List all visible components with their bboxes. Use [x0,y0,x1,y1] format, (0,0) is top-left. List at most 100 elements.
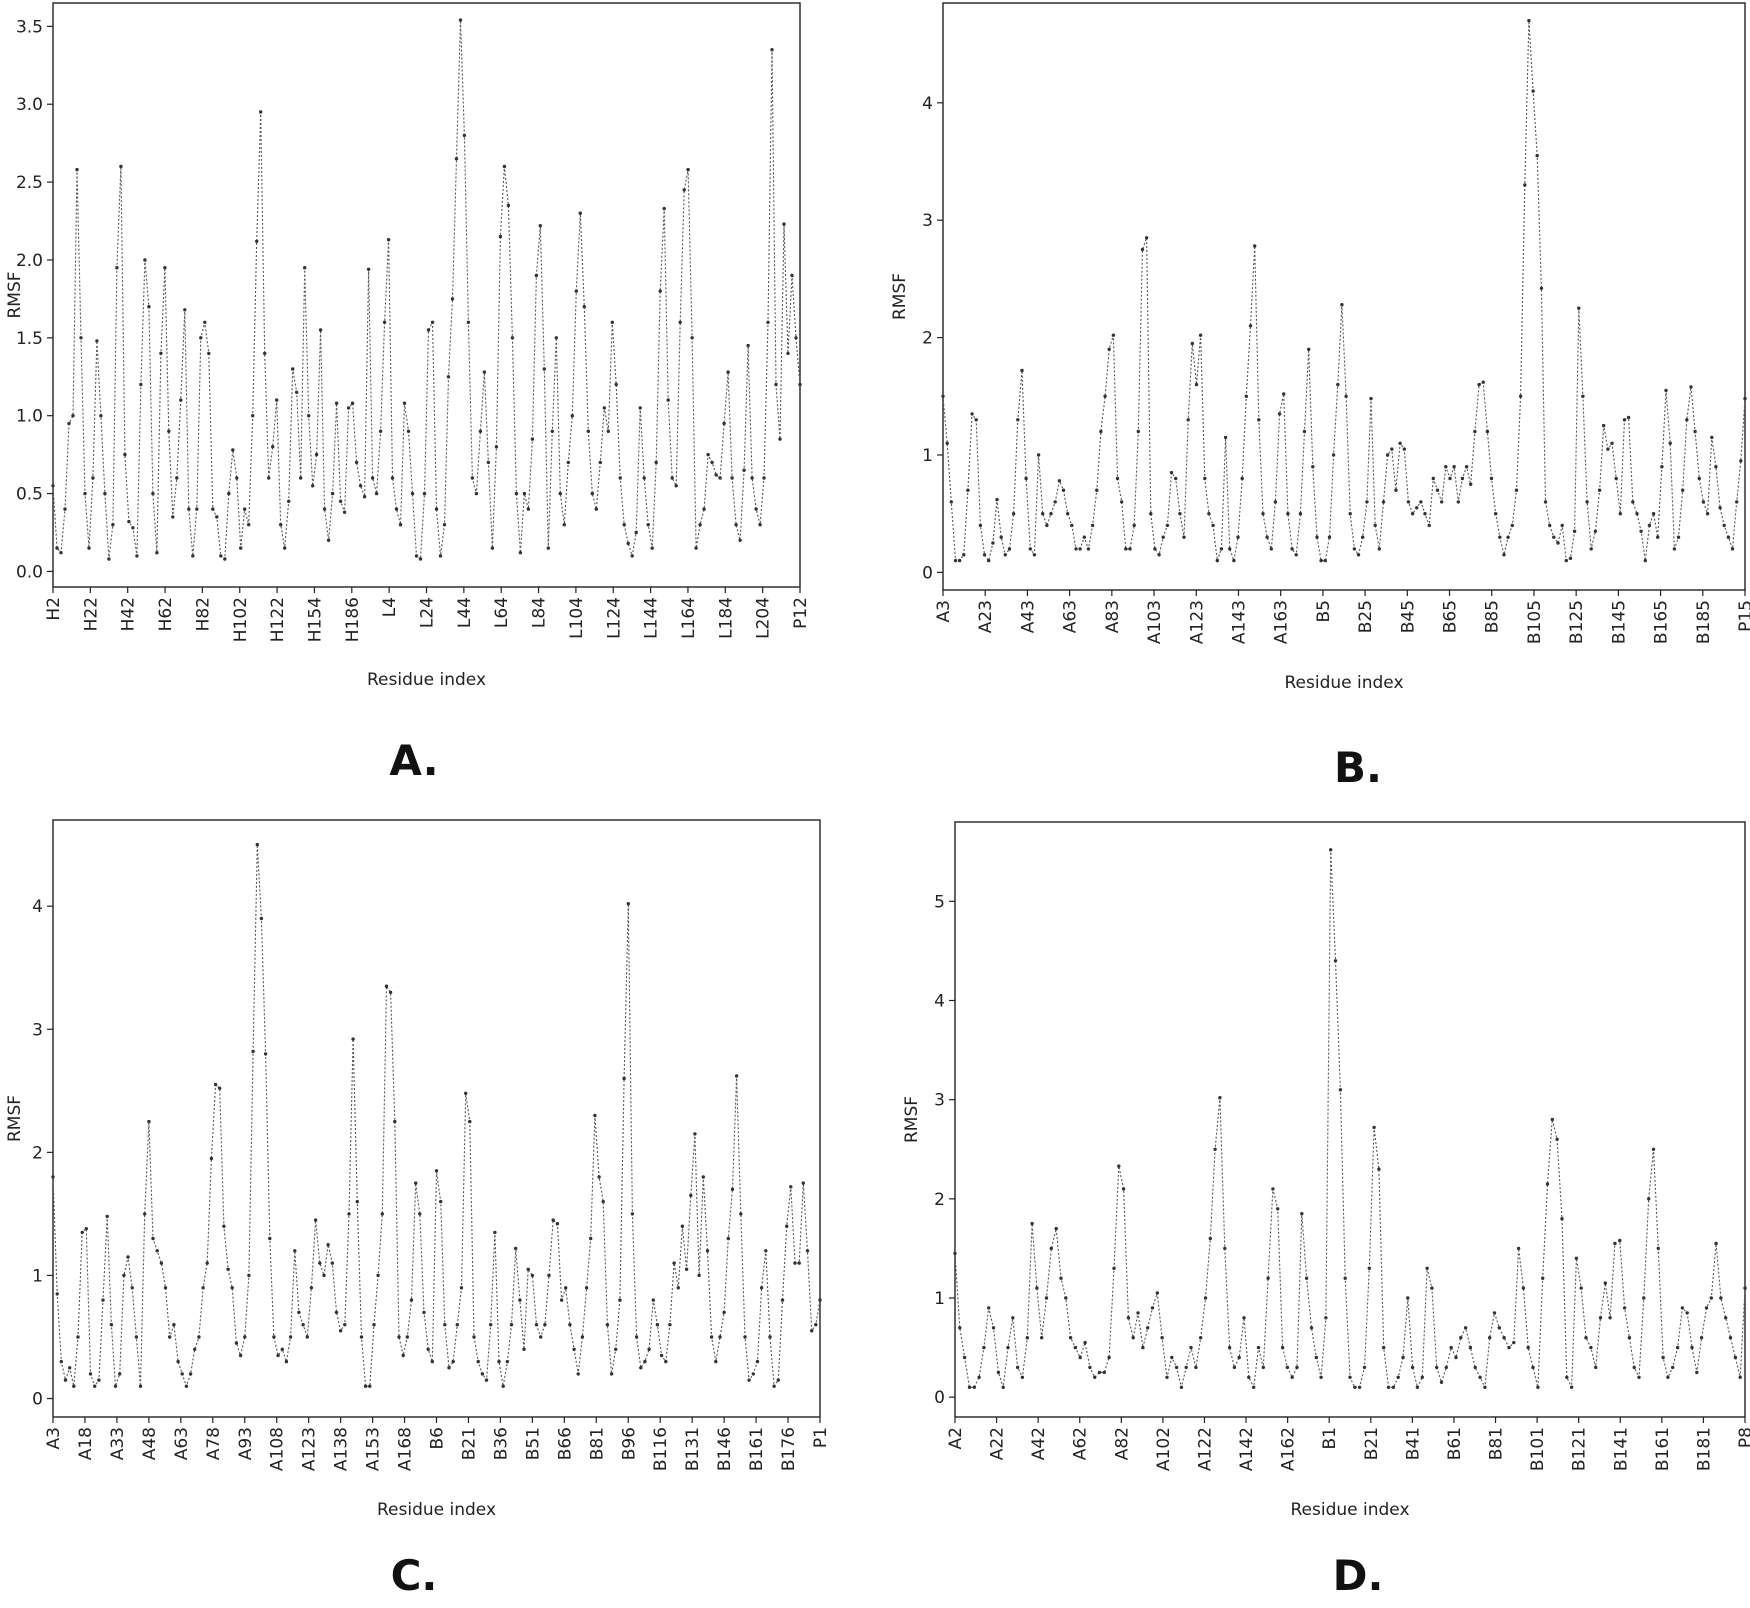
data-point [1564,558,1569,563]
data-point [414,1181,418,1185]
data-point [1244,394,1249,398]
data-point [991,1326,996,1330]
data-point [1598,1316,1603,1320]
data-point [747,1378,751,1382]
data-point [288,1335,293,1339]
data-point [426,328,431,332]
data-point [1068,1336,1073,1340]
data-point [1401,1355,1405,1360]
data-point [578,211,582,215]
data-point [1681,488,1685,492]
data-point [614,1347,618,1352]
data-point [279,523,283,527]
plot-frame [942,2,1746,591]
data-point [1560,523,1564,528]
x-tick-label: B161 [747,1427,767,1471]
data-point [764,1249,768,1253]
data-point [659,1353,664,1358]
data-point [1300,1212,1304,1216]
data-point [1128,547,1132,551]
data-point [662,206,666,211]
data-point [1141,1345,1145,1350]
data-point [668,1323,672,1327]
data-point [1485,429,1490,434]
data-point [55,1292,59,1296]
data-point [1165,523,1170,528]
data-point [1709,1296,1714,1300]
data-point [1097,1370,1102,1375]
data-point [1277,412,1282,416]
data-point [818,1298,822,1302]
data-point [1377,1167,1381,1171]
data-point [709,1335,714,1339]
x-tick-label: A42 [1029,1427,1049,1460]
data-point [1203,476,1207,481]
data-point [1178,512,1182,516]
x-tick-label: H122 [268,597,288,642]
data-point [550,429,554,433]
data-point [434,1169,439,1173]
chart-panel-1: 0.0 0.5 1.0 1.5 2.0 2.5 3.0 3.5 H2 H22 H42 H62 H82 H1… [5,2,811,785]
data-point [1427,523,1431,528]
data-point [187,507,191,511]
rmsf-series-line [942,20,1746,563]
data-point [462,133,467,138]
x-tick-label: B176 [779,1427,799,1471]
data-point [574,289,578,293]
data-point [1593,529,1598,533]
data-point [334,401,339,405]
data-point [215,515,219,519]
data-point [446,375,451,379]
x-tick-label: L24 [418,597,438,628]
data-point [193,1347,197,1352]
data-point [814,1323,818,1327]
x-tick-label: B81 [1487,1427,1507,1460]
data-point [466,320,471,324]
data-point [584,1286,589,1290]
data-point [1169,470,1174,475]
data-point [772,1384,776,1388]
data-point [1093,1375,1097,1380]
data-point [1390,447,1394,451]
x-tick-label: A162 [1279,1427,1299,1471]
data-point [790,273,794,278]
data-point [1020,1375,1025,1380]
data-point [1743,1286,1747,1290]
data-point [1394,488,1398,492]
data-point [59,551,63,555]
data-point [1020,368,1024,373]
y-tick-label: 1.0 [16,407,43,427]
data-point [1107,347,1111,351]
data-point [1373,523,1377,528]
data-point [1449,1345,1453,1350]
data-point [689,1193,693,1198]
data-point [1302,429,1307,434]
data-point [1165,1375,1169,1380]
data-point [1594,1365,1598,1370]
x-tick-label: A3 [44,1427,64,1449]
data-point [651,1298,655,1302]
data-point [84,1227,89,1231]
data-point [1190,341,1195,346]
data-point [126,1255,130,1259]
data-point [1218,1096,1222,1100]
data-point [322,507,327,511]
x-tick-label: B65 [1441,600,1461,633]
data-point [570,414,574,418]
data-point [594,507,598,511]
data-point [130,1286,134,1290]
data-point [1182,535,1186,539]
panel-label: B. [1334,743,1382,792]
data-point [1719,1296,1723,1300]
data-point [1028,547,1033,551]
data-point [238,1353,243,1358]
data-point [1271,1187,1275,1191]
data-point [738,538,742,542]
data-point [768,1335,772,1339]
y-tick-label: 0.5 [16,485,43,505]
data-point [714,1359,718,1364]
y-tick-label: 0 [922,563,933,583]
data-point [982,553,987,557]
data-point [1015,1365,1020,1370]
data-point [63,507,67,511]
